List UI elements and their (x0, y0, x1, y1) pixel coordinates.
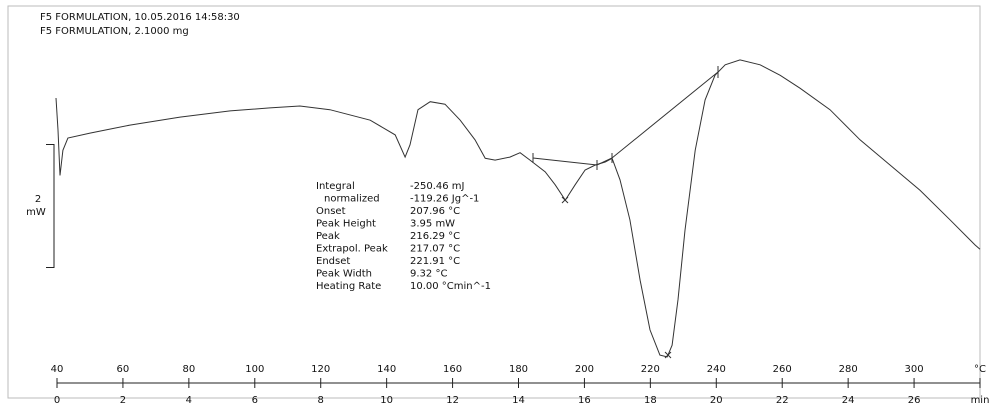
result-value: -250.46 mJ (410, 181, 464, 192)
x2-tick-label: 4 (186, 395, 192, 406)
x2-tick-label: min (971, 395, 989, 406)
curve (55, 59, 981, 358)
x-tick-label: 160 (443, 364, 462, 375)
header-line: F5 FORMULATION, 10.05.2016 14:58:30 (40, 12, 240, 23)
x-tick-label: 80 (182, 364, 195, 375)
scale-value: 2 (35, 194, 41, 205)
result-label: normalized (324, 194, 380, 205)
x2-tick-label: 24 (842, 395, 855, 406)
x-tick-label: °C (974, 364, 986, 375)
x2-tick-label: 18 (644, 395, 657, 406)
result-label: Peak Height (316, 219, 376, 230)
x2-tick-label: 6 (252, 395, 258, 406)
result-value: 9.32 °C (410, 269, 447, 280)
x-tick-label: 100 (245, 364, 264, 375)
x2-tick-label: 26 (908, 395, 921, 406)
x-tick-label: 40 (51, 364, 64, 375)
integration-annotations (532, 66, 719, 359)
result-value: 207.96 °C (410, 206, 460, 217)
header-line: F5 FORMULATION, 2.1000 mg (40, 26, 189, 37)
scale-unit: mW (26, 207, 46, 218)
result-value: -119.26 Jg^-1 (410, 194, 479, 205)
baseline (532, 71, 719, 166)
x2-tick-label: 2 (120, 395, 126, 406)
x-tick-label: 220 (641, 364, 660, 375)
result-label: Endset (316, 256, 350, 267)
x-tick-label: 180 (509, 364, 528, 375)
x-tick-label: 200 (575, 364, 594, 375)
result-value: 3.95 mW (410, 219, 455, 230)
result-value: 217.07 °C (410, 244, 460, 255)
x2-tick-label: 22 (776, 395, 789, 406)
x2-tick-label: 14 (512, 395, 525, 406)
result-label: Integral (316, 181, 355, 192)
x2-tick-label: 10 (380, 395, 393, 406)
result-label: Peak (316, 231, 340, 242)
x-tick-label: 60 (117, 364, 130, 375)
x-tick-label: 240 (707, 364, 726, 375)
result-label: Extrapol. Peak (316, 244, 388, 255)
x2-tick-label: 16 (578, 395, 591, 406)
x-tick-label: 120 (311, 364, 330, 375)
result-label: Peak Width (316, 269, 372, 280)
x-tick-label: 300 (905, 364, 924, 375)
x2-tick-label: 12 (446, 395, 459, 406)
result-label: Heating Rate (316, 281, 381, 292)
result-value: 221.91 °C (410, 256, 460, 267)
result-value: 216.29 °C (410, 231, 460, 242)
x2-tick-label: 20 (710, 395, 723, 406)
x2-tick-label: 0 (54, 395, 60, 406)
frame (7, 5, 981, 399)
x2-tick-label: 8 (318, 395, 324, 406)
result-label: Onset (316, 206, 346, 217)
result-value: 10.00 °Cmin^-1 (410, 281, 491, 292)
scale-bar (46, 144, 55, 268)
x-tick-label: 260 (773, 364, 792, 375)
x-tick-label: 140 (377, 364, 396, 375)
x-tick-label: 280 (839, 364, 858, 375)
